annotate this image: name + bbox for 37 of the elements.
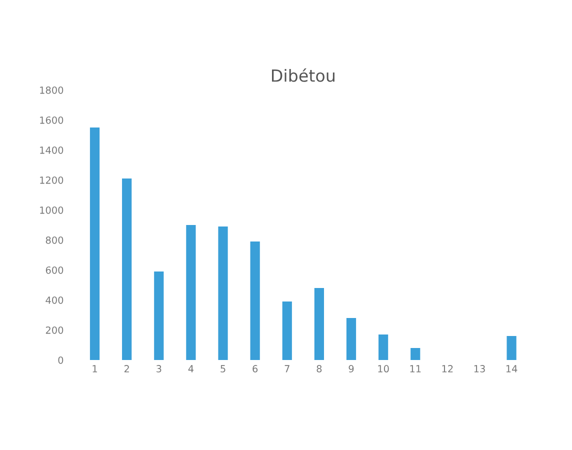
bar: [250, 242, 260, 360]
bar: [410, 348, 420, 360]
bar: [378, 334, 388, 360]
x-tick-label: 9: [348, 365, 354, 372]
bar: [218, 226, 228, 360]
x-tick-label: 2: [124, 365, 129, 372]
bar: [506, 336, 516, 360]
x-tick-label: 13: [474, 365, 485, 372]
x-tick-label: 3: [156, 365, 162, 372]
y-tick-label: 0: [58, 356, 64, 364]
y-tick-label: 1800: [40, 86, 64, 94]
x-tick-label: 7: [284, 365, 290, 372]
x-tick-label: 4: [188, 365, 194, 372]
chart-title: Dibétou: [272, 68, 334, 82]
bar: [186, 225, 196, 360]
y-tick-label: 1000: [40, 206, 64, 214]
y-tick-label: 1600: [40, 116, 64, 124]
y-tick-label: 1400: [40, 146, 64, 154]
y-tick-label: 600: [46, 266, 64, 274]
y-tick-label: 1200: [40, 176, 64, 184]
bar: [346, 318, 356, 360]
x-tick-label: 11: [410, 365, 421, 372]
bar: [282, 302, 292, 360]
x-tick-label: 10: [378, 365, 389, 372]
x-tick-label: 14: [506, 365, 518, 372]
x-tick-label: 12: [442, 365, 453, 372]
x-tick-label: 1: [92, 365, 97, 372]
bar: [122, 178, 132, 360]
y-tick-label: 200: [46, 326, 64, 334]
x-tick-label: 6: [252, 365, 258, 372]
x-tick-label: 8: [316, 365, 322, 372]
x-tick-label: 5: [220, 365, 226, 372]
y-tick-label: 400: [46, 296, 64, 304]
bar: [154, 272, 164, 360]
bar: [314, 288, 324, 360]
y-tick-label: 800: [46, 236, 64, 244]
bar: [90, 128, 100, 360]
